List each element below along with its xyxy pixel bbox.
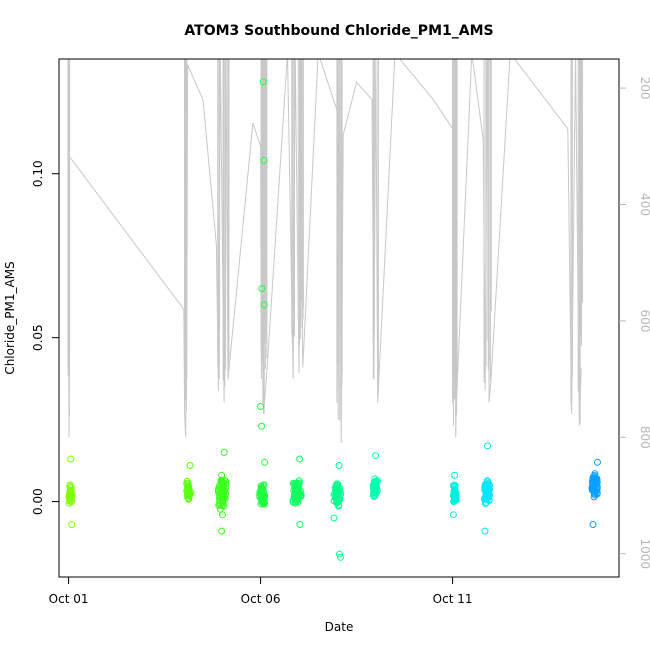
- data-point: [451, 492, 459, 500]
- data-point: [591, 476, 599, 484]
- data-point: [259, 78, 267, 86]
- data-point: [218, 471, 226, 479]
- x-axis-label: Date: [325, 620, 354, 634]
- x-tick-label: Oct 01: [49, 592, 89, 606]
- data-point: [294, 493, 302, 501]
- data-point: [451, 471, 459, 479]
- data-point: [590, 493, 598, 501]
- y2-tick-label: 200: [638, 77, 650, 100]
- data-point: [296, 455, 304, 463]
- data-point: [591, 489, 599, 497]
- data-point: [370, 492, 378, 500]
- data-point: [185, 495, 193, 503]
- y-tick-label: 0.10: [31, 160, 45, 187]
- data-point: [481, 500, 489, 507]
- y-axis-label: Chloride_PM1_AMS: [3, 261, 17, 374]
- data-point: [185, 487, 193, 495]
- data-point: [483, 491, 490, 499]
- data-point: [336, 553, 344, 561]
- y-tick-label: 0.05: [31, 324, 45, 351]
- data-point: [260, 157, 268, 165]
- data-point: [184, 480, 192, 488]
- data-point: [67, 455, 75, 463]
- data-point: [68, 521, 76, 528]
- data-point: [592, 477, 600, 485]
- data-point: [372, 478, 379, 486]
- data-point: [66, 494, 74, 501]
- data-point: [333, 499, 341, 507]
- data-point: [296, 521, 304, 528]
- data-point: [589, 521, 597, 528]
- data-point: [450, 482, 458, 490]
- x-tick-label: Oct 11: [433, 592, 473, 606]
- data-point: [260, 301, 268, 309]
- data-point: [481, 485, 489, 493]
- y-axis: 0.00 0.05 0.10: [31, 160, 59, 515]
- data-point: [335, 462, 343, 469]
- data-point: [592, 481, 600, 489]
- data-point: [220, 491, 228, 499]
- data-point: [218, 527, 226, 535]
- data-point: [260, 493, 268, 501]
- data-point: [257, 403, 264, 410]
- x-tick-label: Oct 06: [241, 592, 281, 606]
- data-point: [215, 482, 223, 490]
- data-point: [590, 480, 598, 487]
- data-point: [451, 496, 459, 504]
- y2-tick-label: 800: [638, 426, 650, 449]
- y2-tick-label: 400: [638, 193, 650, 216]
- line-series-path: [68, 59, 582, 444]
- chart-title: ATOM3 Southbound Chloride_PM1_AMS: [184, 23, 493, 39]
- data-point: [371, 482, 378, 490]
- data-point: [336, 550, 343, 558]
- data-point: [184, 487, 192, 494]
- data-point: [484, 442, 491, 450]
- data-point: [260, 490, 268, 498]
- data-point: [258, 422, 266, 430]
- data-point: [219, 511, 226, 519]
- y2-tick-label: 600: [638, 309, 650, 332]
- data-point: [330, 514, 338, 522]
- data-point: [259, 487, 267, 494]
- line-series-layer: [67, 59, 584, 444]
- data-point: [332, 496, 340, 504]
- data-point: [220, 448, 228, 456]
- data-point: [295, 490, 303, 498]
- data-point: [372, 485, 380, 493]
- data-point: [258, 285, 266, 292]
- data-point: [372, 452, 380, 460]
- data-point: [290, 480, 298, 488]
- x-axis: Oct 01 Oct 06 Oct 11: [49, 576, 473, 606]
- y2-axis: 200 400 600 800 1000: [619, 77, 650, 569]
- data-point: [216, 497, 224, 505]
- data-point: [451, 487, 459, 495]
- y2-tick-label: 1000: [638, 538, 650, 569]
- data-point: [481, 527, 489, 535]
- data-point: [260, 498, 268, 506]
- data-point: [186, 462, 194, 469]
- data-point: [449, 511, 457, 519]
- data-point: [594, 458, 601, 466]
- y-tick-label: 0.00: [31, 488, 45, 515]
- data-point: [261, 458, 269, 466]
- data-point: [221, 486, 229, 494]
- point-series-layer: [65, 78, 601, 561]
- data-point: [66, 491, 74, 499]
